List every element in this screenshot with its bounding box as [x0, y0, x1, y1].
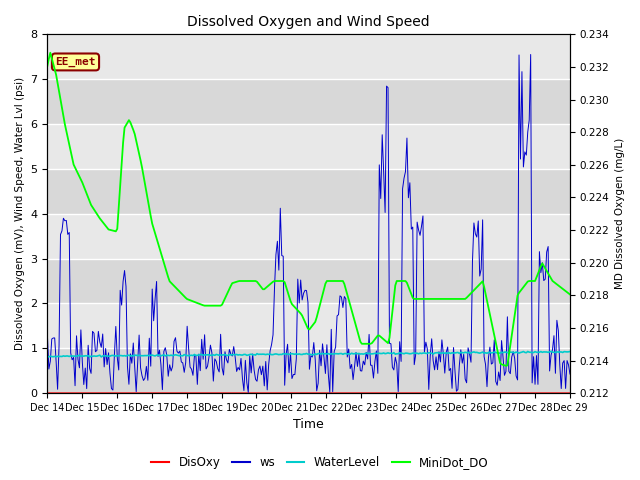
Bar: [47, 348, 570, 393]
X-axis label: Time: Time: [293, 419, 324, 432]
Bar: [47, 79, 570, 124]
Title: Dissolved Oxygen and Wind Speed: Dissolved Oxygen and Wind Speed: [188, 15, 430, 29]
Bar: [47, 259, 570, 303]
Bar: [47, 169, 570, 214]
Text: EE_met: EE_met: [55, 57, 96, 67]
Legend: DisOxy, ws, WaterLevel, MiniDot_DO: DisOxy, ws, WaterLevel, MiniDot_DO: [147, 452, 493, 474]
Bar: [47, 35, 570, 79]
Bar: [47, 124, 570, 169]
Bar: [47, 303, 570, 348]
Y-axis label: MD Dissolved Oxygen (mg/L): MD Dissolved Oxygen (mg/L): [615, 138, 625, 289]
Bar: [47, 214, 570, 259]
Y-axis label: Dissolved Oxygen (mV), Wind Speed, Water Lvl (psi): Dissolved Oxygen (mV), Wind Speed, Water…: [15, 77, 25, 350]
